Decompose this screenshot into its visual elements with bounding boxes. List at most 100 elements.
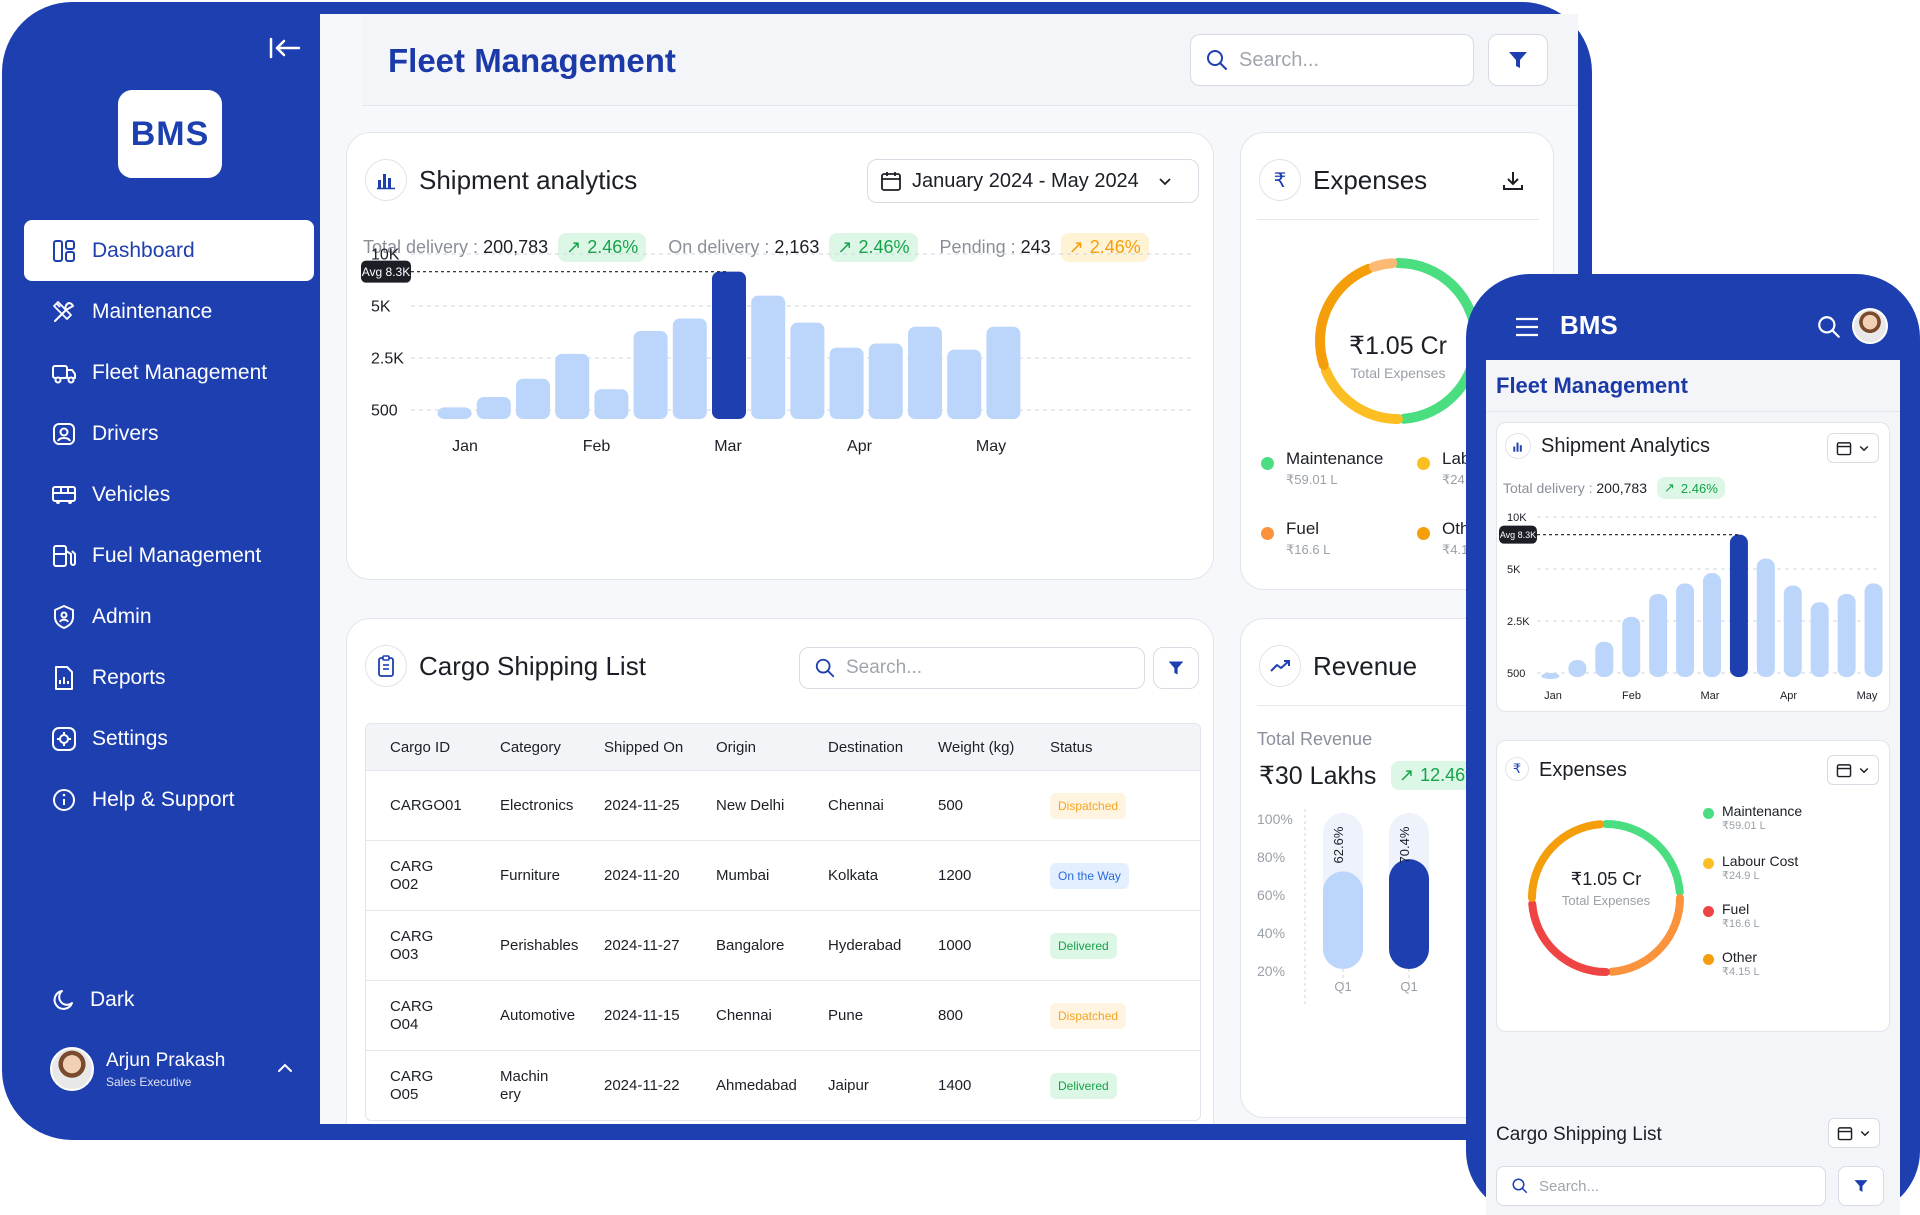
- menu-icon[interactable]: [1514, 316, 1540, 338]
- bar[interactable]: [908, 326, 942, 419]
- bar[interactable]: [1595, 641, 1614, 677]
- donut-segment[interactable]: [1315, 258, 1481, 424]
- cargo-filter-button[interactable]: [1153, 647, 1199, 689]
- sidebar-item-fuel-management[interactable]: Fuel Management: [24, 525, 314, 586]
- phone-cargo-select[interactable]: [1828, 1118, 1880, 1148]
- on-delivery-value: 2,163: [774, 237, 820, 257]
- x-tick-label: Feb: [583, 438, 611, 455]
- cell-weight: 500: [938, 797, 964, 814]
- bar[interactable]: [1541, 673, 1560, 679]
- bar[interactable]: [947, 349, 982, 419]
- phone-date-select[interactable]: [1827, 433, 1879, 463]
- cargo-search-input[interactable]: Search...: [799, 647, 1145, 689]
- bar[interactable]: [829, 347, 864, 419]
- search-icon: [1207, 50, 1227, 70]
- donut-segment[interactable]: [1315, 258, 1481, 424]
- search-input[interactable]: Search...: [1190, 34, 1474, 86]
- table-row[interactable]: CARG O02 Furniture 2024-11-20 Mumbai Kolkata…: [366, 840, 1200, 910]
- sidebar-item-reports[interactable]: Reports: [24, 647, 314, 708]
- bar[interactable]: [1837, 593, 1856, 677]
- change-value: 2.46%: [587, 237, 639, 257]
- status-badge: Delivered: [1050, 1072, 1117, 1099]
- dark-mode-toggle[interactable]: Dark: [52, 987, 134, 1013]
- sidebar-item-settings[interactable]: Settings: [24, 708, 314, 769]
- legend-dot: [1417, 457, 1430, 470]
- bar[interactable]: [1756, 558, 1775, 677]
- bar[interactable]: [555, 353, 590, 419]
- donut-segment[interactable]: [1528, 820, 1684, 976]
- bar[interactable]: [1864, 583, 1883, 677]
- bar[interactable]: [437, 407, 472, 419]
- sidebar-item-drivers[interactable]: Drivers: [24, 403, 314, 464]
- bar[interactable]: [1810, 602, 1829, 677]
- bar[interactable]: [1783, 585, 1802, 677]
- legend-name: Maintenance: [1286, 449, 1384, 468]
- x-tick-label: Q1: [1334, 979, 1351, 994]
- table-row[interactable]: CARG O04 Automotive 2024-11-15 Chennai Pune 8…: [366, 980, 1200, 1050]
- bar[interactable]: [751, 295, 786, 419]
- donut-segment[interactable]: [1528, 820, 1684, 976]
- bar[interactable]: [1568, 660, 1587, 677]
- bar[interactable]: [594, 389, 629, 419]
- bar[interactable]: [476, 397, 511, 419]
- table-row[interactable]: CARG O05 Machin ery 2024-11-22 Ahmedabad Jai…: [366, 1050, 1200, 1120]
- bar[interactable]: [986, 326, 1021, 419]
- sidebar-item-dashboard[interactable]: Dashboard: [24, 220, 314, 281]
- search-icon[interactable]: [1816, 314, 1842, 340]
- sidebar-item-help-support[interactable]: Help & Support: [24, 769, 314, 830]
- donut-segment[interactable]: [1528, 820, 1684, 976]
- filter-button[interactable]: [1488, 34, 1548, 86]
- sidebar-item-fleet-management[interactable]: Fleet Management: [24, 342, 314, 403]
- x-tick-label: Jan: [1544, 690, 1562, 702]
- moon-icon: [53, 990, 73, 1010]
- y-tick-label: 10K: [371, 247, 400, 264]
- donut-segment[interactable]: [1528, 820, 1684, 976]
- capsule-fill[interactable]: [1389, 859, 1429, 969]
- bar-highlight[interactable]: [1729, 534, 1748, 677]
- cell-category: Automotive: [500, 1006, 576, 1024]
- sidebar-item-admin[interactable]: Admin: [24, 586, 314, 647]
- phone-expenses-select[interactable]: [1827, 755, 1879, 785]
- divider: [1257, 219, 1539, 220]
- chart-bar-icon: [365, 159, 407, 201]
- column-header: Weight (kg): [938, 738, 1015, 756]
- chevron-up-icon[interactable]: [276, 1061, 294, 1075]
- date-range-select[interactable]: January 2024 - May 2024: [867, 159, 1199, 203]
- bar[interactable]: [672, 318, 707, 419]
- total-delivery-value: 200,783: [1596, 480, 1647, 496]
- sidebar-item-label: Vehicles: [92, 482, 171, 506]
- sidebar-item-vehicles[interactable]: Vehicles: [24, 464, 314, 525]
- phone-filter-button[interactable]: [1838, 1166, 1884, 1206]
- avatar[interactable]: [1852, 308, 1888, 344]
- bar[interactable]: [868, 343, 903, 419]
- sidebar: BMS Dashboard Maintenance Fleet Manageme…: [2, 2, 320, 1140]
- filter-icon: [1854, 1180, 1868, 1192]
- phone-expenses-title: Expenses: [1539, 759, 1627, 781]
- cell-origin: Ahmedabad: [716, 1077, 797, 1094]
- user-profile[interactable]: Arjun Prakash Sales Executive: [50, 1047, 292, 1091]
- cell-weight: 1200: [938, 867, 972, 884]
- cell-weight: 800: [938, 1007, 964, 1024]
- calendar-icon: [1836, 764, 1852, 778]
- cell-id: CARG O04: [390, 997, 434, 1033]
- bar[interactable]: [1649, 593, 1668, 677]
- collapse-sidebar-icon[interactable]: [268, 36, 302, 60]
- bar[interactable]: [516, 378, 550, 419]
- download-icon[interactable]: [1501, 169, 1525, 193]
- cell-shipped: 2024-11-20: [604, 867, 680, 884]
- bar[interactable]: [790, 322, 825, 419]
- x-tick-label: Apr: [847, 438, 873, 455]
- phone-search-input[interactable]: Search...: [1496, 1166, 1826, 1206]
- bar-highlight[interactable]: [712, 271, 746, 419]
- capsule-fill[interactable]: [1323, 871, 1363, 969]
- sidebar-item-label: Fleet Management: [92, 360, 268, 384]
- total-delivery-label: Total delivery :: [363, 237, 479, 257]
- sidebar-item-maintenance[interactable]: Maintenance: [24, 281, 314, 342]
- table-row[interactable]: CARGO01 Electronics 2024-11-25 New Delhi Che…: [366, 770, 1200, 840]
- bar[interactable]: [1676, 583, 1695, 677]
- legend-value: ₹16.6 L: [1722, 918, 1760, 930]
- bar[interactable]: [633, 330, 668, 419]
- table-row[interactable]: CARG O03 Perishables 2024-11-27 Bangalore Hy…: [366, 910, 1200, 980]
- bar[interactable]: [1703, 573, 1721, 677]
- bar[interactable]: [1622, 616, 1641, 677]
